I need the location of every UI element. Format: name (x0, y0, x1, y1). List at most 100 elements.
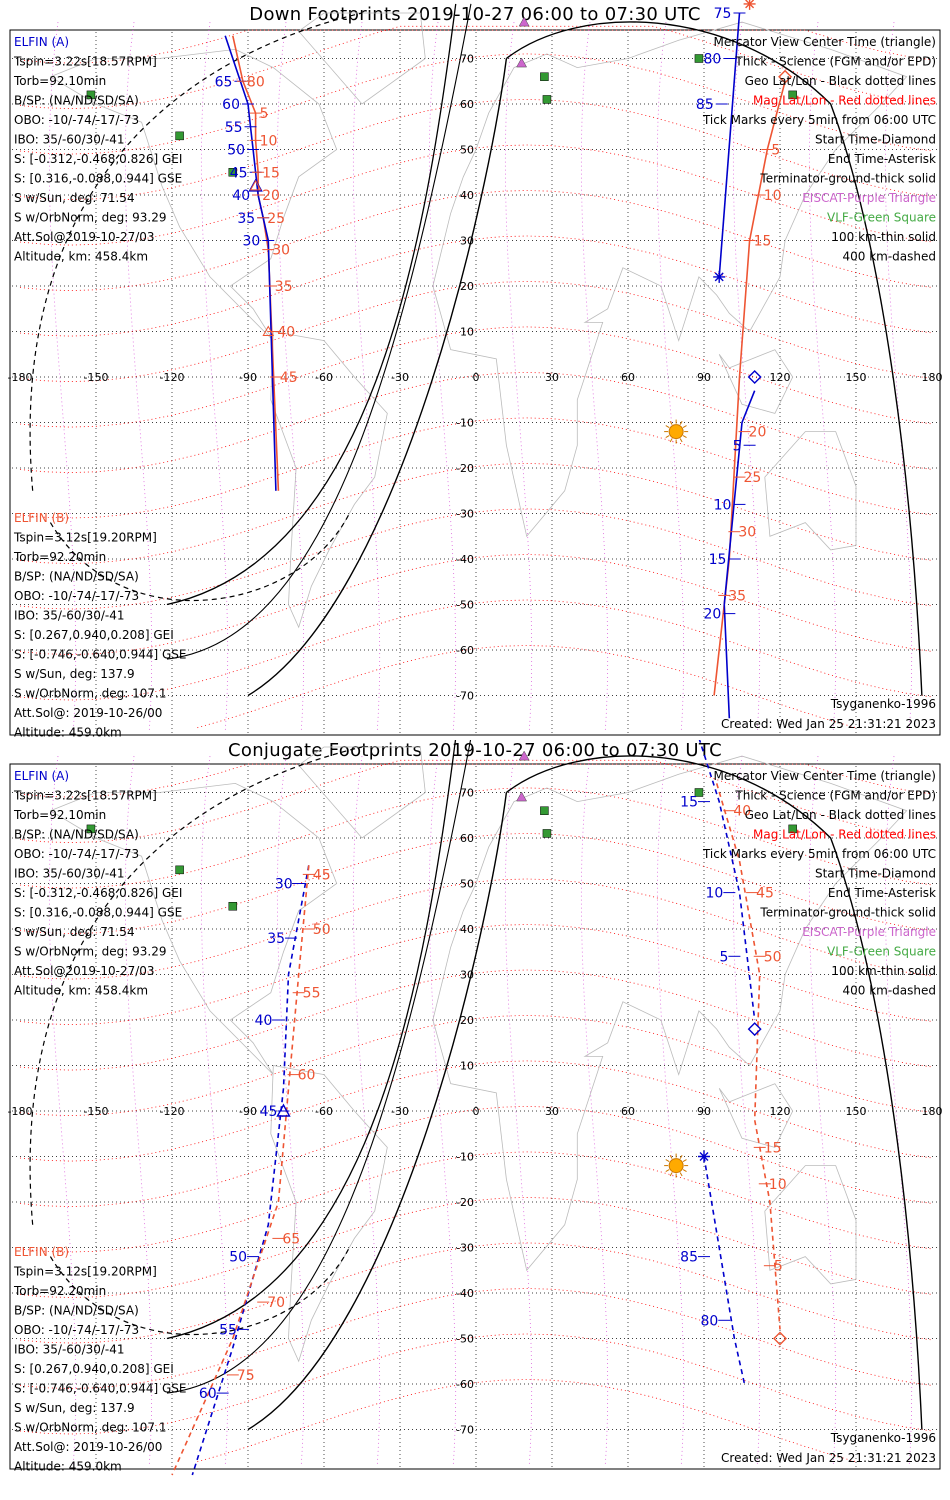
model-label: Tsyganenko-1996 (830, 697, 936, 711)
mag-lon-line (277, 756, 305, 1466)
elfin-a-info-line: OBO: -10/-74/-17/-73 (14, 113, 139, 127)
legend-line: 400 km-dashed (842, 984, 936, 998)
vlf-square (694, 54, 704, 63)
lat-tick-label: -20 (456, 1196, 474, 1209)
mag-lat-line (19, 1196, 933, 1298)
mag-lat-line (197, 645, 857, 729)
continent-outline (270, 1065, 388, 1363)
lat-tick-label: -10 (456, 1151, 474, 1164)
elfin-a-tick-label: 40 (232, 188, 250, 204)
legend-line: Geo Lat/Lon - Black dotted lines (745, 74, 936, 88)
mag-lon-line (505, 756, 533, 1466)
mag-lat-line (19, 1242, 933, 1344)
elfin-a-tick-label: 55 (219, 1322, 237, 1338)
lon-tick-label: -150 (84, 371, 109, 384)
lat-tick-label: -60 (456, 1378, 474, 1391)
elfin-a-info-line: IBO: 35/-60/30/-41 (14, 867, 125, 881)
elfin-b-tick-label: 30 (738, 525, 756, 541)
elfin-b-info-line: S w/OrbNorm, deg: 107.1 (14, 687, 166, 701)
legend-line: Terminator-ground-thick solid (759, 906, 936, 920)
elfin-a-info-line: S w/Sun, deg: 71.54 (14, 925, 135, 939)
mag-lat-line (19, 1151, 933, 1253)
legend-line: End Time-Asterisk (828, 152, 936, 166)
elfin-a-tick-label: 80 (704, 52, 722, 68)
elfin-a-tick-label: 20 (704, 607, 722, 623)
sun-ray (669, 438, 673, 443)
mag-lat-line (19, 25, 933, 110)
elfin-a-info-line: IBO: 35/-60/30/-41 (14, 133, 125, 147)
elfin-a-tick-label: 15 (709, 552, 727, 568)
lat-tick-label: 40 (460, 923, 474, 936)
vlf-square (542, 95, 552, 104)
legend-line: End Time-Asterisk (828, 886, 936, 900)
created-label: Created: Wed Jan 25 21:31:21 2023 (721, 1451, 936, 1465)
elfin-a-info-line: Att.Sol@2019-10-27/03 (14, 964, 155, 978)
mag-lon-line (277, 22, 305, 732)
center-time-triangle (249, 179, 262, 191)
eiscat-triangle (518, 750, 530, 761)
mag-lon-line (429, 756, 457, 1466)
elfin-b-info-line: Torb=92.20min (13, 550, 106, 564)
lat-tick-label: 50 (460, 144, 474, 157)
elfin-b-info-line: Altitude: 459.0km (14, 1460, 122, 1474)
lat-tick-label: 10 (460, 326, 474, 339)
end-asterisk (698, 1150, 710, 1163)
model-label: Tsyganenko-1996 (830, 1431, 936, 1445)
lon-tick-label: -180 (8, 1105, 33, 1118)
mag-lon-line (809, 756, 837, 1466)
lon-tick-label: 60 (621, 371, 635, 384)
lat-tick-label: 70 (460, 53, 474, 66)
legend-line: EISCAT-Purple Triangle (802, 925, 936, 939)
mag-lon-line (657, 22, 685, 732)
sun-ray (669, 1154, 673, 1159)
mag-lat-line (19, 508, 933, 610)
lat-tick-label: -30 (456, 508, 474, 521)
elfin-a-tick-label: 50 (229, 1250, 247, 1266)
mag-lon-line (125, 756, 153, 1466)
elfin-a-tick-label: 5 (733, 438, 742, 454)
continent-outline (764, 431, 857, 551)
sun-ray (682, 1159, 687, 1163)
mag-lat-line (19, 763, 933, 798)
elfin-b-tick-label: 40 (277, 325, 295, 341)
continent-outline (764, 1165, 857, 1285)
elfin-a-tick-label: 45 (260, 1104, 278, 1120)
elfin-b-info-line: B/SP: (NA/ND/SD/SA) (14, 1304, 139, 1318)
elfin-a-info-line: OBO: -10/-74/-17/-73 (14, 847, 139, 861)
elfin-b-info-line: Att.Sol@: 2019-10-26/00 (14, 1440, 162, 1454)
lon-tick-label: -90 (239, 1105, 257, 1118)
elfin-b-tick-label: 15 (764, 1140, 782, 1156)
lat-tick-label: 70 (460, 787, 474, 800)
elfin-b-tick-label: 65 (282, 1231, 300, 1247)
elfin-b-tick-label: 15 (262, 165, 280, 181)
lat-tick-label: -70 (456, 690, 474, 703)
mag-lon-line (49, 22, 77, 732)
elfin-a-track (191, 865, 310, 1476)
lon-tick-label: -30 (391, 1105, 409, 1118)
elfin-b-tick-label: 40 (733, 804, 751, 820)
mag-lon-line (429, 22, 457, 732)
elfin-a-tick-label: 65 (215, 74, 233, 90)
sun-ray (665, 435, 670, 439)
legend-line: Geo Lat/Lon - Black dotted lines (745, 808, 936, 822)
mag-lon-line (353, 756, 381, 1466)
lon-tick-label: 60 (621, 1105, 635, 1118)
elfin-b-tick-label: 5 (774, 1259, 783, 1275)
lat-tick-label: -50 (456, 599, 474, 612)
elfin-b-info-line: Tspin=3.12s[19.20RPM] (13, 1265, 157, 1279)
mag-lon-line (733, 756, 761, 1466)
mag-lat-line (19, 98, 933, 201)
elfin-b-info-line: S w/Sun, deg: 137.9 (14, 1401, 135, 1415)
start-diamond (747, 370, 762, 384)
lon-tick-label: -60 (315, 371, 333, 384)
legend-line: 100 km-thin solid (831, 964, 936, 978)
elfin-b-tick-label: 15 (754, 234, 772, 250)
lon-tick-label: 30 (545, 371, 559, 384)
elfin-a-tick-label: 5 (719, 949, 728, 965)
elfin-b-info-line: IBO: 35/-60/30/-41 (14, 609, 125, 623)
terminator-400km-dashed (29, 746, 363, 1225)
vlf-square (228, 902, 238, 911)
sun-ray (679, 1172, 683, 1177)
elfin-a-info-line: Tspin=3.22s[18.57RPM] (13, 789, 157, 803)
lat-tick-label: 60 (460, 832, 474, 845)
